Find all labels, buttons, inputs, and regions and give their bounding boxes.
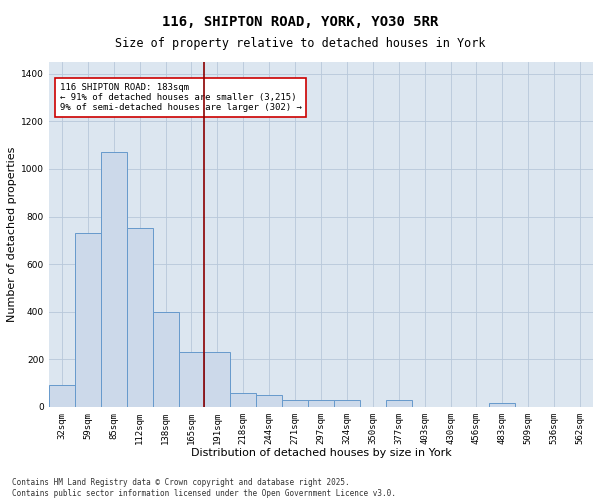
Bar	[101, 152, 127, 407]
Bar	[179, 352, 205, 407]
Text: 116 SHIPTON ROAD: 183sqm
← 91% of detached houses are smaller (3,215)
9% of semi: 116 SHIPTON ROAD: 183sqm ← 91% of detach…	[60, 82, 302, 112]
X-axis label: Distribution of detached houses by size in York: Distribution of detached houses by size …	[191, 448, 451, 458]
Bar	[205, 352, 230, 407]
Bar	[152, 312, 179, 407]
Bar	[386, 400, 412, 407]
Text: Contains HM Land Registry data © Crown copyright and database right 2025.
Contai: Contains HM Land Registry data © Crown c…	[12, 478, 396, 498]
Bar	[282, 400, 308, 407]
Text: 116, SHIPTON ROAD, YORK, YO30 5RR: 116, SHIPTON ROAD, YORK, YO30 5RR	[162, 15, 438, 29]
Y-axis label: Number of detached properties: Number of detached properties	[7, 146, 17, 322]
Text: Size of property relative to detached houses in York: Size of property relative to detached ho…	[115, 38, 485, 51]
Bar	[230, 392, 256, 407]
Bar	[334, 400, 360, 407]
Bar	[308, 400, 334, 407]
Bar	[490, 403, 515, 407]
Bar	[256, 395, 282, 407]
Bar	[49, 386, 75, 407]
Bar	[75, 233, 101, 407]
Bar	[127, 228, 152, 407]
